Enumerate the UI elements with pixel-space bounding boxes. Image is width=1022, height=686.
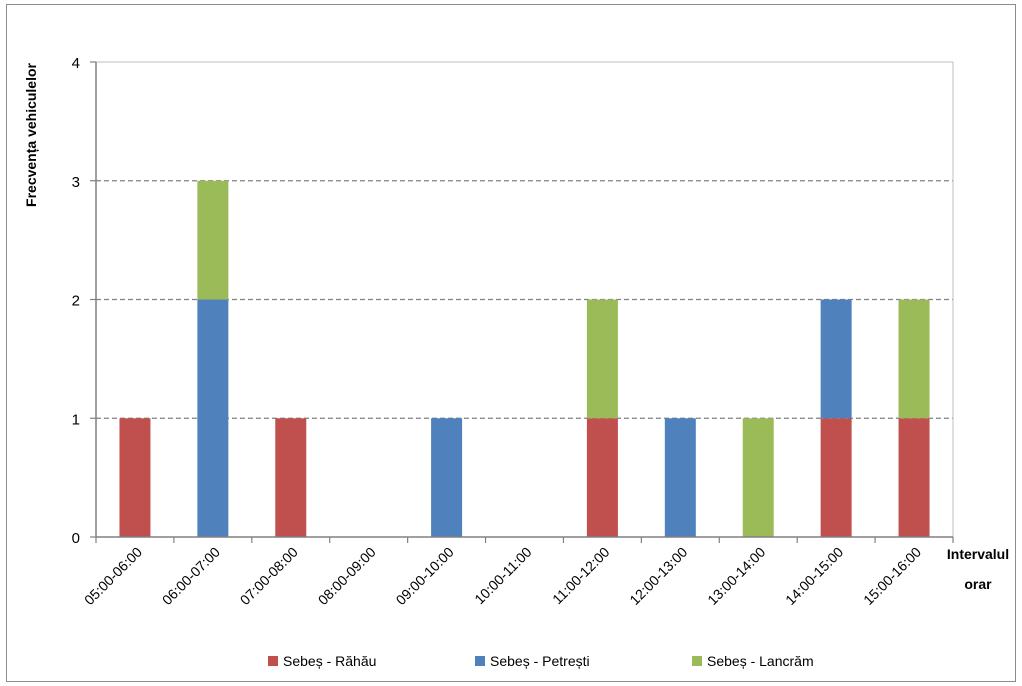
x-tick-labels: 05:00-06:00 06:00-07:00 07:00-08:00 08:00-0… (81, 544, 924, 608)
y-tick-label: 0 (72, 530, 80, 547)
bar-segment (664, 418, 696, 537)
bar-segment (898, 299, 930, 419)
bar-segment (586, 299, 618, 419)
y-tick-label: 4 (72, 55, 80, 72)
x-tick-label: 13:00-14:00 (704, 544, 768, 608)
x-tick-label: 06:00-07:00 (159, 544, 223, 608)
legend-swatch (475, 656, 485, 666)
x-tick-label: 11:00-12:00 (549, 544, 613, 608)
legend-label: Sebeș - Petrești (490, 653, 590, 669)
axes (90, 61, 954, 543)
x-tick-label: 10:00-11:00 (471, 544, 535, 608)
x-tick-label: 08:00-09:00 (315, 544, 379, 608)
bar-segment (119, 418, 151, 537)
legend-label: Sebeș - Lancrăm (707, 653, 814, 669)
bar-segment (197, 180, 229, 300)
bar-segment (820, 418, 852, 537)
bar-segment (742, 418, 774, 537)
x-axis-title-line2: orar (964, 576, 992, 592)
y-tick-label: 2 (72, 293, 80, 310)
x-tick-label: 15:00-16:00 (860, 544, 924, 608)
bar-segment (197, 299, 229, 537)
y-tick-label: 3 (72, 174, 80, 191)
bar-segment (275, 418, 307, 537)
legend-label: Sebeș - Răhău (283, 653, 376, 669)
x-tick-label: 07:00-08:00 (237, 544, 301, 608)
gridlines (96, 180, 953, 419)
legend-swatch (692, 656, 702, 666)
bar-segment (431, 418, 463, 537)
y-tick-label: 1 (72, 411, 80, 428)
bar-segment (586, 418, 618, 537)
legend-swatch (268, 656, 278, 666)
y-tick-labels: 0 1 2 3 4 (72, 55, 80, 547)
x-tick-label: 05:00-06:00 (81, 544, 145, 608)
y-axis-title: Frecvența vehiculelor (23, 62, 39, 207)
x-tick-label: 14:00-15:00 (782, 544, 846, 608)
x-tick-label: 09:00-10:00 (393, 544, 457, 608)
bar-segment (820, 299, 852, 419)
legend: Sebeș - Răhău Sebeș - Petrești Sebeș - Lan… (268, 653, 814, 669)
x-axis-title-line1: Intervalul (947, 546, 1009, 562)
x-tick-label: 12:00-13:00 (626, 544, 690, 608)
bar-segment (898, 418, 930, 537)
bars (119, 180, 930, 537)
